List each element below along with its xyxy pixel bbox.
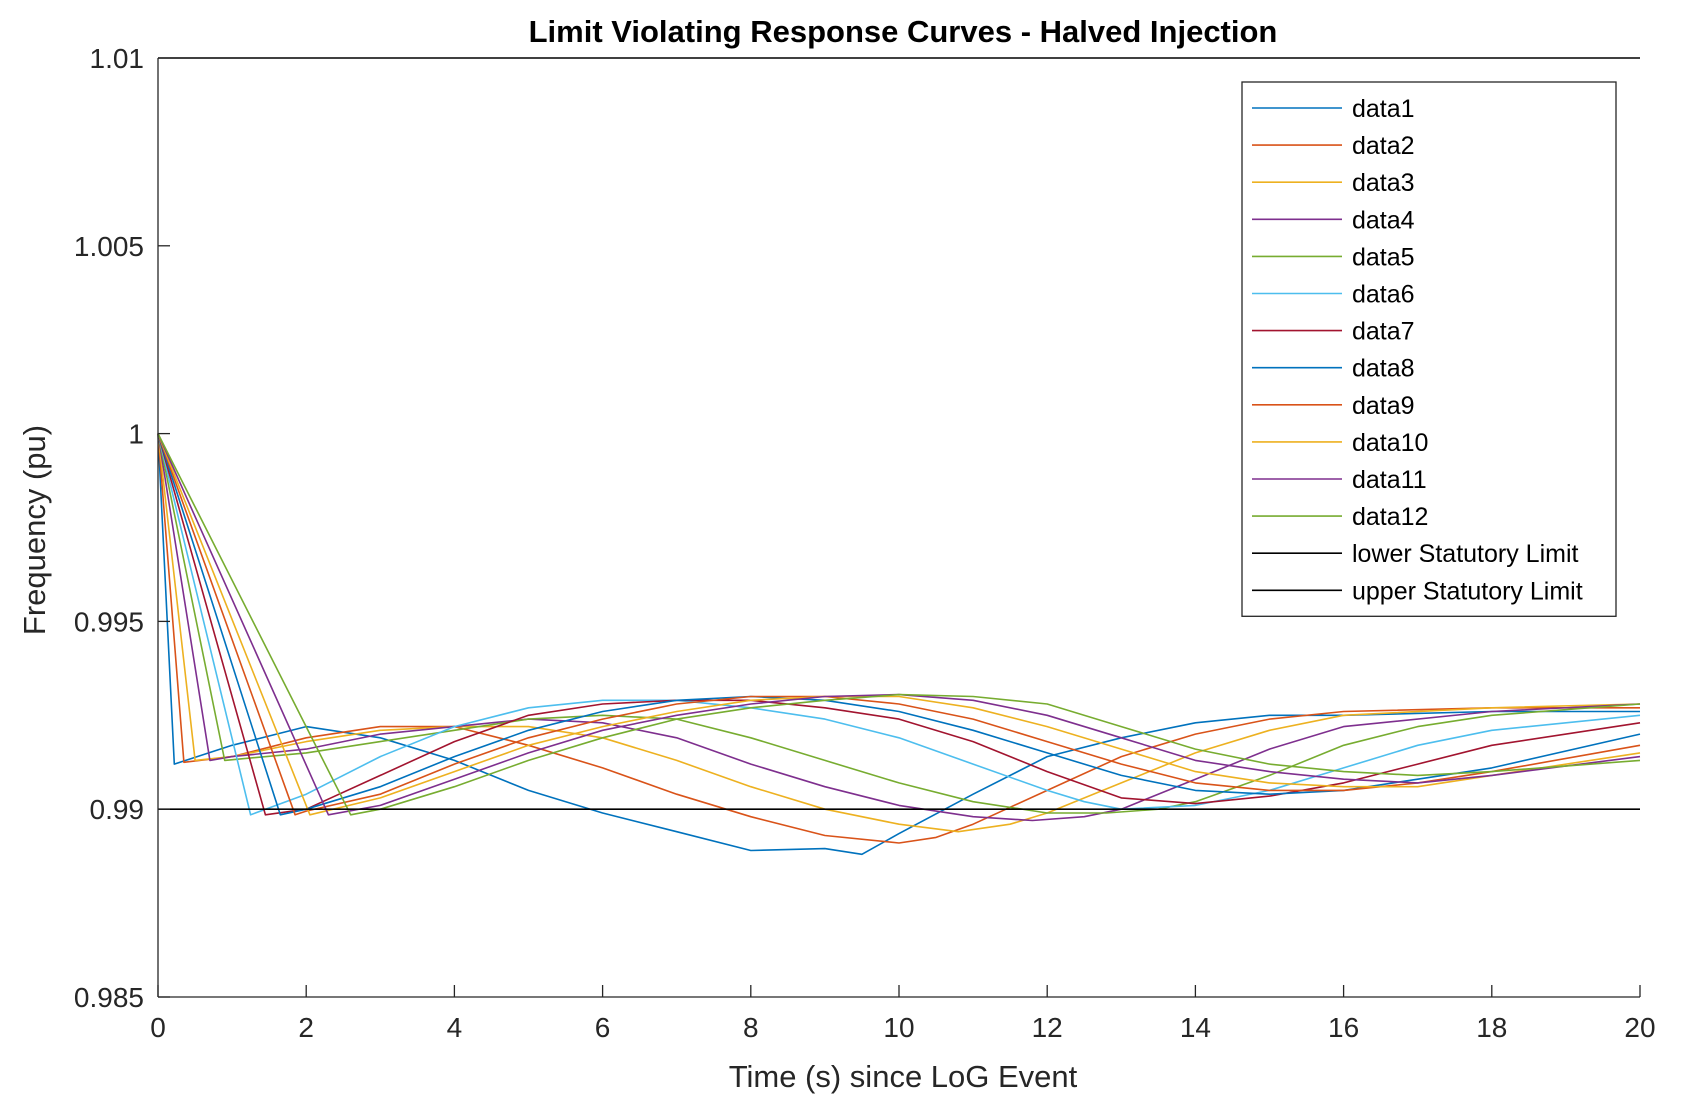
legend-entry-label: data12 (1352, 503, 1428, 531)
legend-entry-label: data11 (1352, 466, 1427, 494)
series-line-data9 (157, 433, 1641, 816)
x-tick-label: 4 (447, 1012, 463, 1043)
x-tick-label: 16 (1328, 1012, 1359, 1043)
x-tick-label: 8 (743, 1012, 759, 1043)
y-tick-label: 1.01 (90, 43, 145, 74)
y-tick-label: 1 (128, 419, 144, 450)
axes: 0 2 4 6 8 10 12 14 16 18 20 0.985 0.99 0.995 1 1.005 1.0… (74, 43, 1656, 1043)
chart-title: Limit Violating Response Curves - Halved… (529, 14, 1278, 49)
legend-entry-label: data1 (1352, 95, 1415, 123)
legend-entry-label: data6 (1352, 281, 1415, 309)
x-tick-label: 2 (298, 1012, 314, 1043)
series-line-data6 (157, 433, 1641, 816)
y-tick-label: 0.995 (74, 606, 144, 637)
series-line-data10 (157, 433, 1641, 816)
series-line-data2 (157, 433, 1640, 844)
legend-entry-label: lower Statutory Limit (1352, 540, 1579, 568)
x-tick-label: 0 (150, 1012, 166, 1043)
plot-lines (157, 57, 1641, 856)
legend-entry-label: data8 (1352, 355, 1415, 383)
series-line-data12 (157, 433, 1641, 816)
legend-entry-label: data4 (1352, 206, 1415, 234)
y-tick-label: 0.99 (90, 794, 145, 825)
x-tick-label: 14 (1180, 1012, 1211, 1043)
x-tick-label: 12 (1032, 1012, 1063, 1043)
x-tick-label: 10 (883, 1012, 914, 1043)
legend-entry-label: data10 (1352, 429, 1428, 457)
x-tick-label: 6 (595, 1012, 611, 1043)
legend-entry-label: data9 (1352, 392, 1415, 420)
legend-entry-label: data7 (1352, 318, 1415, 346)
x-axis-label: Time (s) since LoG Event (729, 1059, 1078, 1094)
series-line-data1 (157, 433, 1640, 856)
legend-entry-label: upper Statutory Limit (1352, 577, 1583, 605)
legend-entry-label: data3 (1352, 169, 1415, 197)
y-axis-label: Frequency (pu) (17, 425, 52, 635)
x-tick-label: 20 (1624, 1012, 1655, 1043)
legend-entry-label: data5 (1352, 243, 1415, 271)
legend: data1 data2 data3 data4 data5 data6 data7 data8… (1241, 81, 1617, 617)
y-tick-label: 1.005 (74, 231, 144, 262)
legend-entry-label: data2 (1352, 132, 1415, 160)
x-tick-label: 18 (1476, 1012, 1507, 1043)
legend-box (1241, 81, 1617, 617)
series-line-data5 (157, 433, 1641, 814)
series-line-data7 (157, 433, 1641, 816)
y-tick-label: 0.985 (74, 982, 144, 1013)
